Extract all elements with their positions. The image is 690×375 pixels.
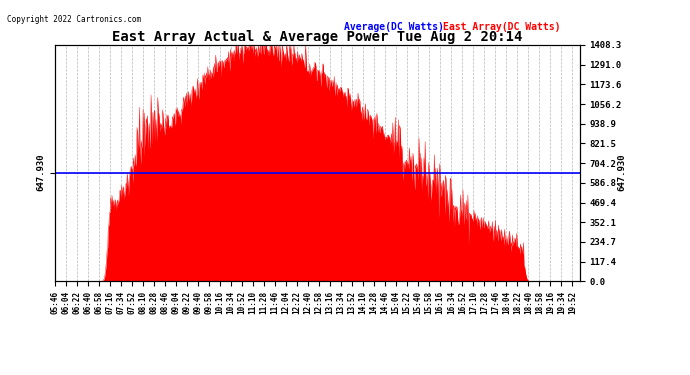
Text: East Array(DC Watts): East Array(DC Watts) — [443, 22, 561, 32]
Text: Average(DC Watts): Average(DC Watts) — [344, 22, 444, 32]
Text: Copyright 2022 Cartronics.com: Copyright 2022 Cartronics.com — [7, 15, 141, 24]
Title: East Array Actual & Average Power Tue Aug 2 20:14: East Array Actual & Average Power Tue Au… — [112, 30, 522, 44]
Text: 647.930: 647.930 — [617, 154, 626, 191]
